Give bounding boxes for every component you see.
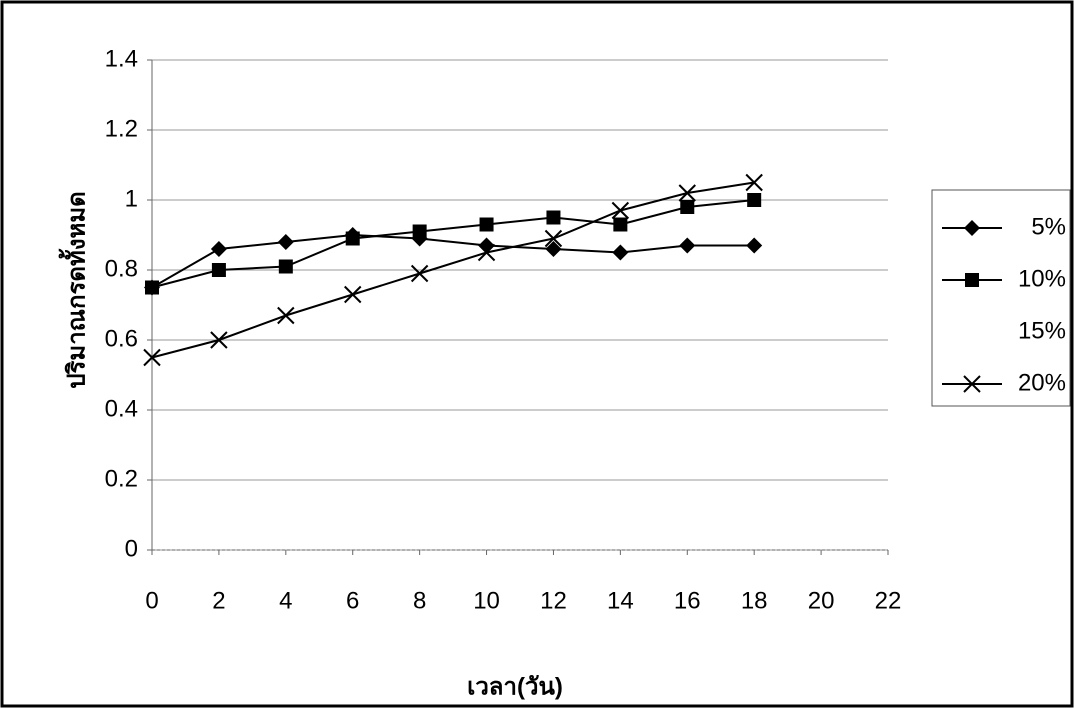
series-line: [151, 199, 755, 289]
marker: [410, 264, 429, 283]
marker: [479, 217, 494, 232]
marker: [277, 234, 294, 250]
x-tick-label: 16: [674, 587, 701, 614]
marker: [477, 243, 496, 262]
y-tick-label: 0.8: [105, 255, 138, 282]
x-tick-label: 10: [473, 587, 500, 614]
x-tick-label: 4: [279, 587, 292, 614]
marker: [612, 244, 629, 261]
marker: [611, 201, 630, 220]
marker: [965, 273, 979, 287]
x-axis-title: เวลา(วัน): [467, 673, 563, 700]
marker: [544, 229, 563, 248]
marker: [210, 331, 228, 349]
marker: [678, 184, 696, 202]
y-tick-label: 0.2: [105, 465, 138, 492]
marker: [345, 231, 360, 246]
x-tick-label: 22: [875, 587, 902, 614]
marker: [277, 306, 295, 325]
marker: [278, 259, 293, 274]
x-tick-label: 14: [607, 587, 634, 614]
x-tick-label: 0: [145, 587, 158, 614]
x-tick-label: 6: [346, 587, 359, 614]
y-tick-label: 1: [125, 185, 138, 212]
y-tick-label: 0: [125, 535, 138, 562]
legend-box: [931, 189, 1071, 407]
marker: [412, 224, 427, 239]
x-tick-label: 20: [808, 587, 835, 614]
legend-label: 5%: [1031, 213, 1066, 240]
marker: [679, 237, 696, 254]
y-tick-label: 0.6: [105, 325, 138, 352]
y-tick-label: 1.2: [105, 115, 138, 142]
legend-label: 20%: [1018, 369, 1066, 396]
marker: [613, 217, 628, 232]
y-tick-label: 1.4: [105, 45, 138, 72]
series-line: [151, 233, 755, 289]
y-tick-label: 0.4: [105, 395, 138, 422]
marker: [546, 210, 561, 225]
marker: [745, 173, 763, 192]
series-line: [151, 181, 755, 359]
marker: [545, 241, 562, 257]
x-tick-label: 12: [540, 587, 567, 614]
x-tick-label: 8: [413, 587, 426, 614]
marker: [210, 241, 227, 257]
y-axis-title: ปริมาณกรดทั้งหมด: [57, 191, 90, 388]
legend-label: 10%: [1018, 265, 1066, 292]
marker: [211, 263, 226, 277]
marker: [963, 375, 981, 393]
marker: [680, 200, 695, 214]
marker: [746, 237, 763, 254]
x-tick-label: 18: [741, 587, 768, 614]
marker: [143, 348, 161, 367]
legend-label: 15%: [1018, 317, 1066, 344]
x-tick-label: 2: [212, 587, 225, 614]
marker: [145, 280, 159, 295]
marker: [964, 220, 980, 236]
marker: [747, 193, 762, 207]
marker: [344, 285, 362, 304]
